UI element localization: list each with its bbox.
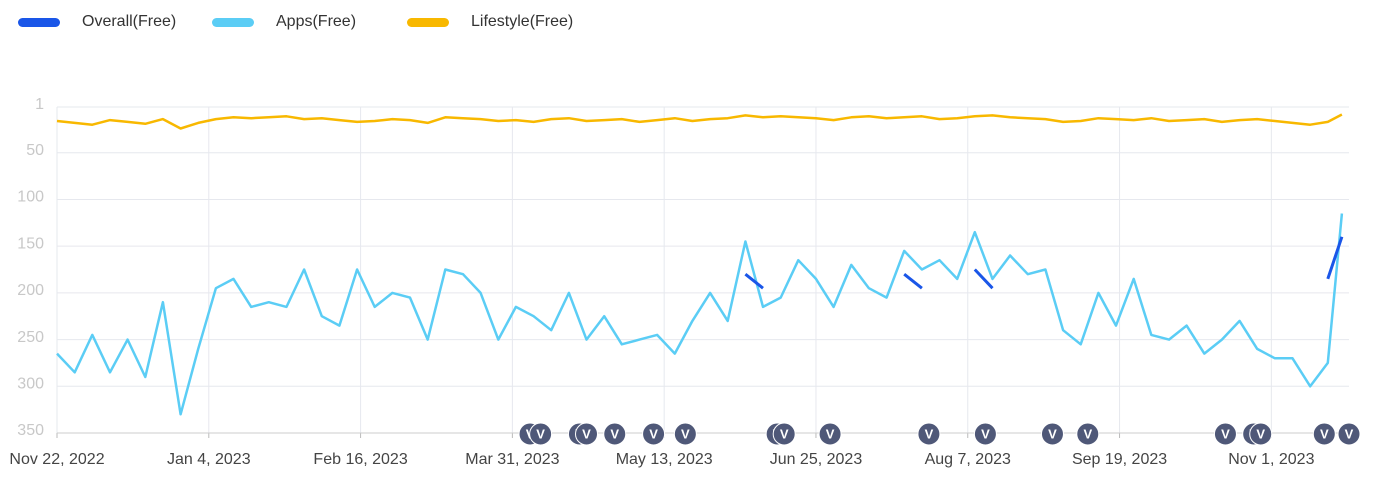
version-marker-label: V [925, 426, 934, 441]
version-marker [917, 422, 941, 446]
x-tick-label: Jan 4, 2023 [167, 451, 251, 468]
x-tick-label: Sep 19, 2023 [1072, 451, 1167, 468]
version-marker-label: V [981, 426, 990, 441]
legend-swatch [18, 18, 60, 27]
x-tick-label: Jun 25, 2023 [770, 451, 863, 468]
y-tick-label: 150 [17, 235, 44, 252]
legend-swatch [212, 18, 254, 27]
legend-label: Apps(Free) [276, 13, 356, 30]
version-marker [1249, 422, 1273, 446]
version-marker-label: V [1256, 426, 1265, 441]
version-marker [1213, 422, 1237, 446]
x-tick-label: Nov 1, 2023 [1228, 451, 1314, 468]
legend-swatch [407, 18, 449, 27]
series-line [744, 236, 1344, 290]
x-tick-label: Nov 22, 2022 [9, 451, 104, 468]
version-marker [1076, 422, 1100, 446]
version-marker-label: V [536, 426, 545, 441]
version-marker-label: V [1083, 426, 1092, 441]
version-marker [575, 422, 599, 446]
version-marker-label: V [1221, 426, 1230, 441]
version-marker-label: V [582, 426, 591, 441]
version-marker [1040, 422, 1064, 446]
y-tick-label: 250 [17, 329, 44, 346]
y-tick-label: 1 [35, 96, 44, 113]
version-marker [973, 422, 997, 446]
version-marker [603, 422, 627, 446]
version-marker [529, 422, 553, 446]
version-marker-label: V [826, 426, 835, 441]
x-tick-label: Aug 7, 2023 [925, 451, 1011, 468]
y-tick-label: 300 [17, 376, 44, 393]
version-marker-label: V [649, 426, 658, 441]
series-line [56, 113, 1343, 130]
x-tick-label: Feb 16, 2023 [313, 451, 407, 468]
version-marker [818, 422, 842, 446]
version-marker [772, 422, 796, 446]
version-marker [673, 422, 697, 446]
x-tick-label: Mar 31, 2023 [465, 451, 559, 468]
version-marker-label: V [681, 426, 690, 441]
version-marker-label: V [780, 426, 789, 441]
version-marker [1312, 422, 1336, 446]
legend-label: Overall(Free) [82, 13, 176, 30]
version-marker-label: V [610, 426, 619, 441]
version-marker-label: V [1320, 426, 1329, 441]
x-tick-label: May 13, 2023 [616, 451, 713, 468]
y-tick-label: 350 [17, 422, 44, 439]
version-marker-label: V [1048, 426, 1057, 441]
legend-label: Lifestyle(Free) [471, 13, 573, 30]
y-tick-label: 100 [17, 189, 44, 206]
y-tick-label: 50 [26, 142, 44, 159]
y-tick-label: 200 [17, 282, 44, 299]
version-marker [1337, 422, 1361, 446]
version-marker-label: V [1345, 426, 1354, 441]
version-marker [642, 422, 666, 446]
series-line [56, 213, 1344, 416]
